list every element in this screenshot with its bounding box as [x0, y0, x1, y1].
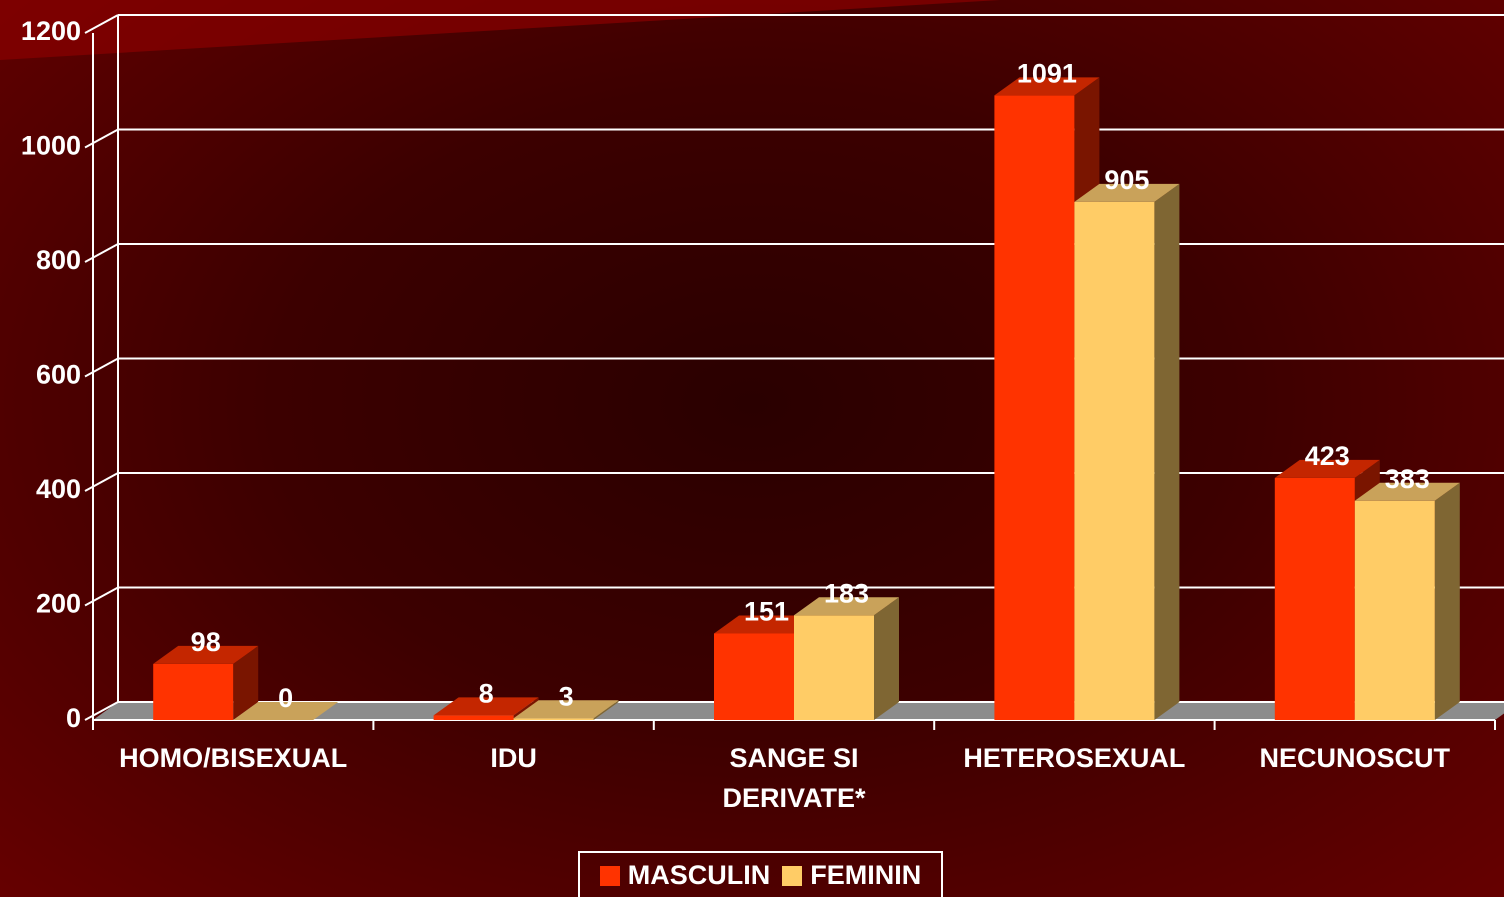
data-label: 423: [1305, 441, 1350, 471]
y-tick-label: 1000: [21, 131, 81, 161]
x-tick-label: HETEROSEXUAL: [963, 743, 1186, 773]
bar-front: [1354, 500, 1435, 720]
y-tick: [84, 357, 119, 378]
legend-label: FEMININ: [810, 859, 922, 890]
bar-top: [433, 697, 539, 716]
bar-top: [513, 700, 619, 719]
legend: MASCULIN FEMININ: [578, 851, 943, 897]
bar-front: [714, 633, 794, 720]
bar: [1354, 482, 1460, 720]
legend-swatch: [782, 866, 803, 887]
x-tick-label: IDU: [490, 743, 537, 773]
bar-side: [593, 700, 619, 720]
bar-front: [1074, 201, 1155, 720]
data-label: 183: [824, 578, 869, 608]
y-tick: [84, 472, 119, 492]
data-label: 1091: [1017, 59, 1077, 89]
y-tick-label: 600: [36, 360, 81, 390]
bar-front: [794, 615, 874, 720]
data-label: 3: [559, 681, 574, 711]
bar-top: [794, 597, 899, 616]
bar-side: [1154, 183, 1180, 720]
bar: [794, 597, 899, 720]
x-tick-label: NECUNOSCUT: [1259, 743, 1451, 773]
bar-side: [874, 597, 899, 720]
bar-front: [994, 95, 1075, 721]
data-label: 383: [1385, 464, 1430, 494]
y-tick-label: 1200: [21, 16, 81, 46]
bar-front: [513, 718, 594, 720]
data-label: 905: [1104, 165, 1149, 195]
bar: [433, 697, 539, 720]
y-tick: [84, 586, 119, 607]
bar: [513, 700, 619, 720]
y-tick-label: 400: [36, 474, 81, 504]
data-label: 0: [278, 683, 293, 713]
bar: [233, 702, 339, 720]
bar: [153, 645, 259, 720]
bar-front: [1274, 477, 1355, 720]
bar-top: [994, 77, 1100, 96]
legend-item: MASCULIN: [599, 859, 771, 891]
bar-top: [1074, 183, 1180, 202]
legend-swatch: [599, 866, 620, 887]
bar-top: [1274, 459, 1380, 478]
legend-item: FEMININ: [782, 860, 921, 891]
bar: [1074, 183, 1180, 720]
bar-top: [1354, 482, 1460, 501]
y-tick: [84, 14, 119, 34]
banner: [0, 0, 1000, 60]
x-tick-label: SANGE SI DERIVATE*: [722, 743, 866, 813]
y-tick-label: 800: [36, 245, 81, 275]
data-label: 8: [479, 679, 494, 709]
bar-side: [233, 645, 259, 720]
bar-front: [153, 663, 234, 720]
bar-top: [714, 615, 819, 634]
y-tick: [84, 243, 119, 263]
bar-top: [233, 702, 339, 720]
y-tick-label: 200: [36, 589, 81, 619]
data-label: 98: [191, 627, 221, 657]
data-label: 151: [744, 597, 789, 627]
y-tick: [84, 128, 119, 149]
y-tick-label: 0: [66, 703, 81, 733]
legend-label: MASCULIN: [627, 859, 771, 890]
bar-top: [153, 645, 259, 664]
bar-front: [433, 715, 514, 720]
x-tick-label: HOMO/BISEXUAL: [119, 743, 348, 773]
bar-side: [1434, 482, 1460, 720]
y-tick: [84, 701, 119, 721]
